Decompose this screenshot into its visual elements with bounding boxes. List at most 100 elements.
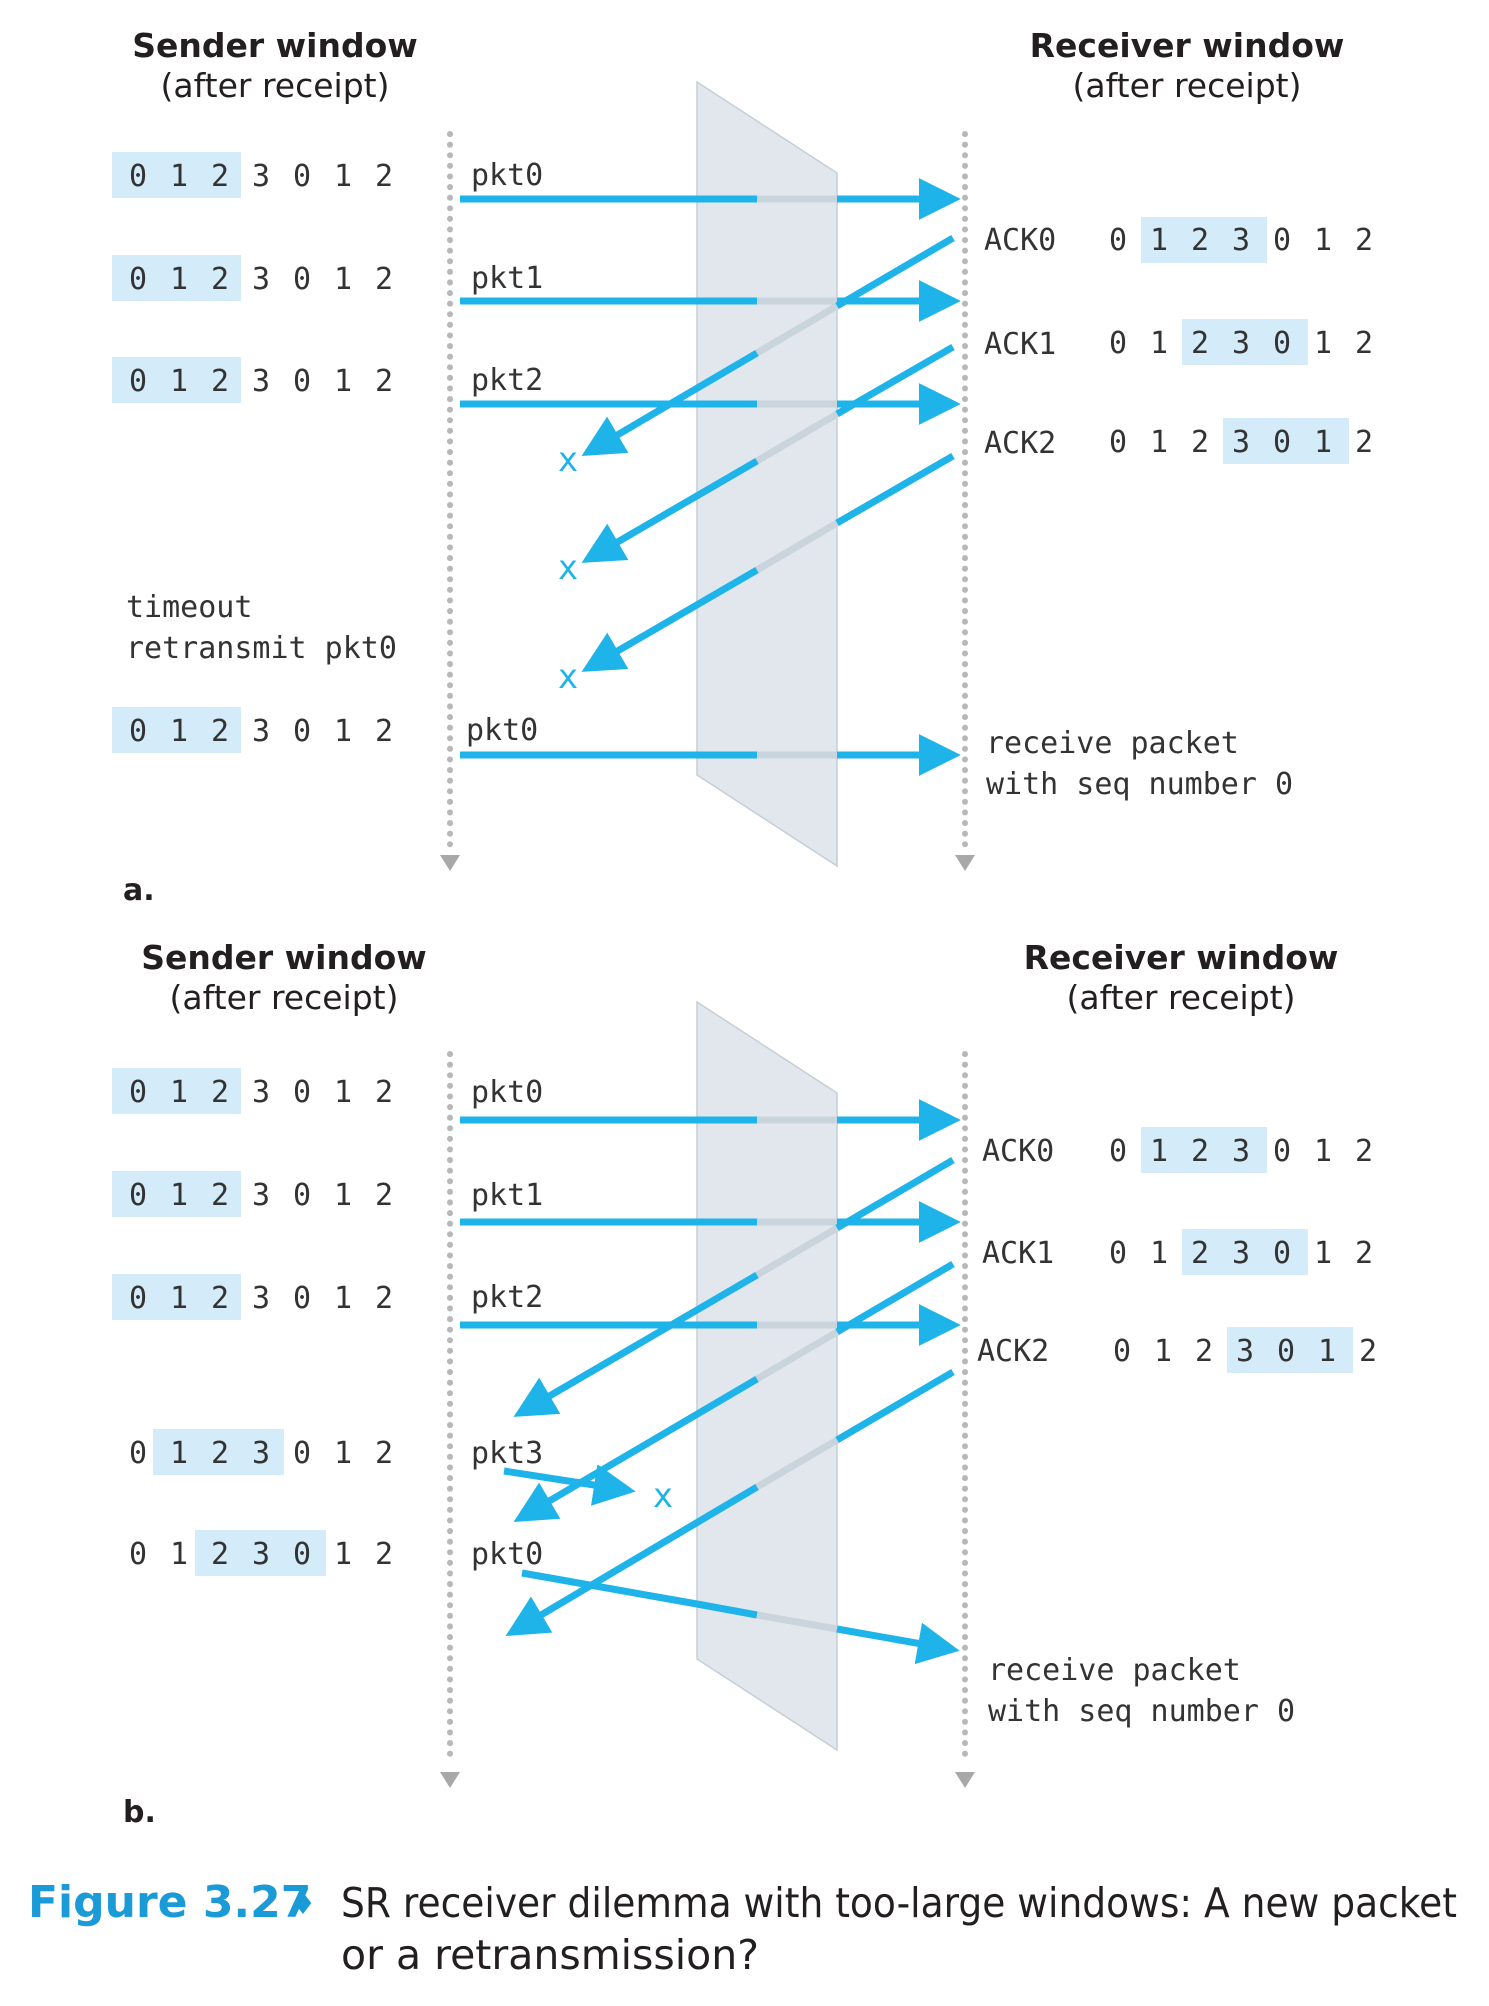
receive-note: receive packet [986, 726, 1239, 761]
seq-number: 3 [252, 1075, 270, 1110]
packet-label: pkt2 [471, 1280, 543, 1315]
window-highlight [1141, 217, 1267, 263]
packet-arrow [521, 1569, 960, 1665]
seq-number: 2 [211, 1178, 229, 1213]
window-highlight [1182, 1229, 1308, 1275]
seq-number: 1 [170, 262, 188, 297]
seq-number: 1 [1150, 326, 1168, 361]
seq-number: 0 [293, 159, 311, 194]
seq-number: 1 [170, 714, 188, 749]
seq-number: 1 [1314, 326, 1332, 361]
seq-number: 3 [1236, 1334, 1254, 1369]
timeout-note: timeout [126, 590, 252, 625]
window-highlight [112, 1068, 241, 1114]
seq-number: 2 [1359, 1334, 1377, 1369]
seq-number: 0 [1109, 1134, 1127, 1169]
seq-number: 2 [1191, 1236, 1209, 1271]
ack-arrow [513, 1156, 955, 1417]
seq-number: 0 [1109, 223, 1127, 258]
seq-number: 0 [129, 1281, 147, 1316]
window-highlight [1223, 418, 1349, 464]
seq-number: 1 [170, 159, 188, 194]
down-triangle-icon [440, 855, 460, 871]
window-highlight [112, 707, 241, 753]
seq-number: 2 [375, 159, 393, 194]
seq-number: 2 [211, 262, 229, 297]
seq-number: 3 [252, 714, 270, 749]
seq-number: 1 [1314, 1134, 1332, 1169]
ack-label: ACK2 [977, 1334, 1049, 1369]
seq-number: 2 [211, 1281, 229, 1316]
window-highlight [1227, 1327, 1353, 1373]
window-highlight [1141, 1127, 1267, 1173]
seq-number: 1 [334, 159, 352, 194]
sender-window-title: Sender window [132, 26, 417, 65]
seq-number: 2 [1191, 326, 1209, 361]
figure-caption: Figure 3.27 ♦ SR receiver dilemma with t… [28, 1877, 1457, 1979]
window-highlight [1182, 319, 1308, 365]
timeout-note: retransmit pkt0 [126, 631, 397, 666]
seq-number: 1 [334, 364, 352, 399]
seq-number: 1 [170, 1178, 188, 1213]
seq-number: 1 [1154, 1334, 1172, 1369]
receiver-window-title: Receiver window [1024, 938, 1339, 977]
seq-number: 0 [293, 714, 311, 749]
seq-number: 1 [334, 1075, 352, 1110]
seq-number: 1 [1150, 223, 1168, 258]
seq-number: 3 [1232, 425, 1250, 460]
packet-label: pkt1 [471, 261, 543, 296]
ack-arrow [581, 234, 955, 456]
seq-number: 3 [252, 1281, 270, 1316]
seq-number: 0 [1273, 326, 1291, 361]
x-mark-icon: x [558, 657, 578, 697]
seq-number: 0 [129, 1436, 147, 1471]
seq-number: 1 [334, 1178, 352, 1213]
seq-number: 1 [1314, 425, 1332, 460]
packet-label: pkt1 [471, 1178, 543, 1213]
sender-window-title: Sender window [141, 938, 426, 977]
seq-number: 3 [1232, 326, 1250, 361]
seq-number: 2 [375, 1178, 393, 1213]
network-medium [696, 80, 838, 868]
packet-label: pkt0 [471, 1537, 543, 1572]
seq-number: 2 [375, 714, 393, 749]
seq-number: 3 [252, 364, 270, 399]
seq-number: 3 [1232, 1236, 1250, 1271]
caption-separator: ♦ [290, 1887, 317, 1922]
seq-number: 2 [1195, 1334, 1213, 1369]
seq-number: 3 [252, 1436, 270, 1471]
down-triangle-icon [440, 1772, 460, 1788]
seq-number: 3 [252, 1178, 270, 1213]
seq-number: 1 [170, 1075, 188, 1110]
seq-number: 3 [252, 159, 270, 194]
panel-label: a. [123, 873, 155, 908]
seq-number: 3 [1232, 1134, 1250, 1169]
seq-number: 1 [1318, 1334, 1336, 1369]
seq-number: 2 [375, 262, 393, 297]
ack-arrow [505, 1368, 955, 1636]
window-highlight [112, 1274, 241, 1320]
seq-number: 1 [334, 262, 352, 297]
seq-number: 2 [1355, 223, 1373, 258]
seq-number: 1 [1314, 1236, 1332, 1271]
seq-number: 0 [1277, 1334, 1295, 1369]
seq-number: 2 [1191, 223, 1209, 258]
seq-number: 0 [293, 262, 311, 297]
panel-label: b. [123, 1795, 156, 1830]
window-highlight [112, 357, 241, 403]
